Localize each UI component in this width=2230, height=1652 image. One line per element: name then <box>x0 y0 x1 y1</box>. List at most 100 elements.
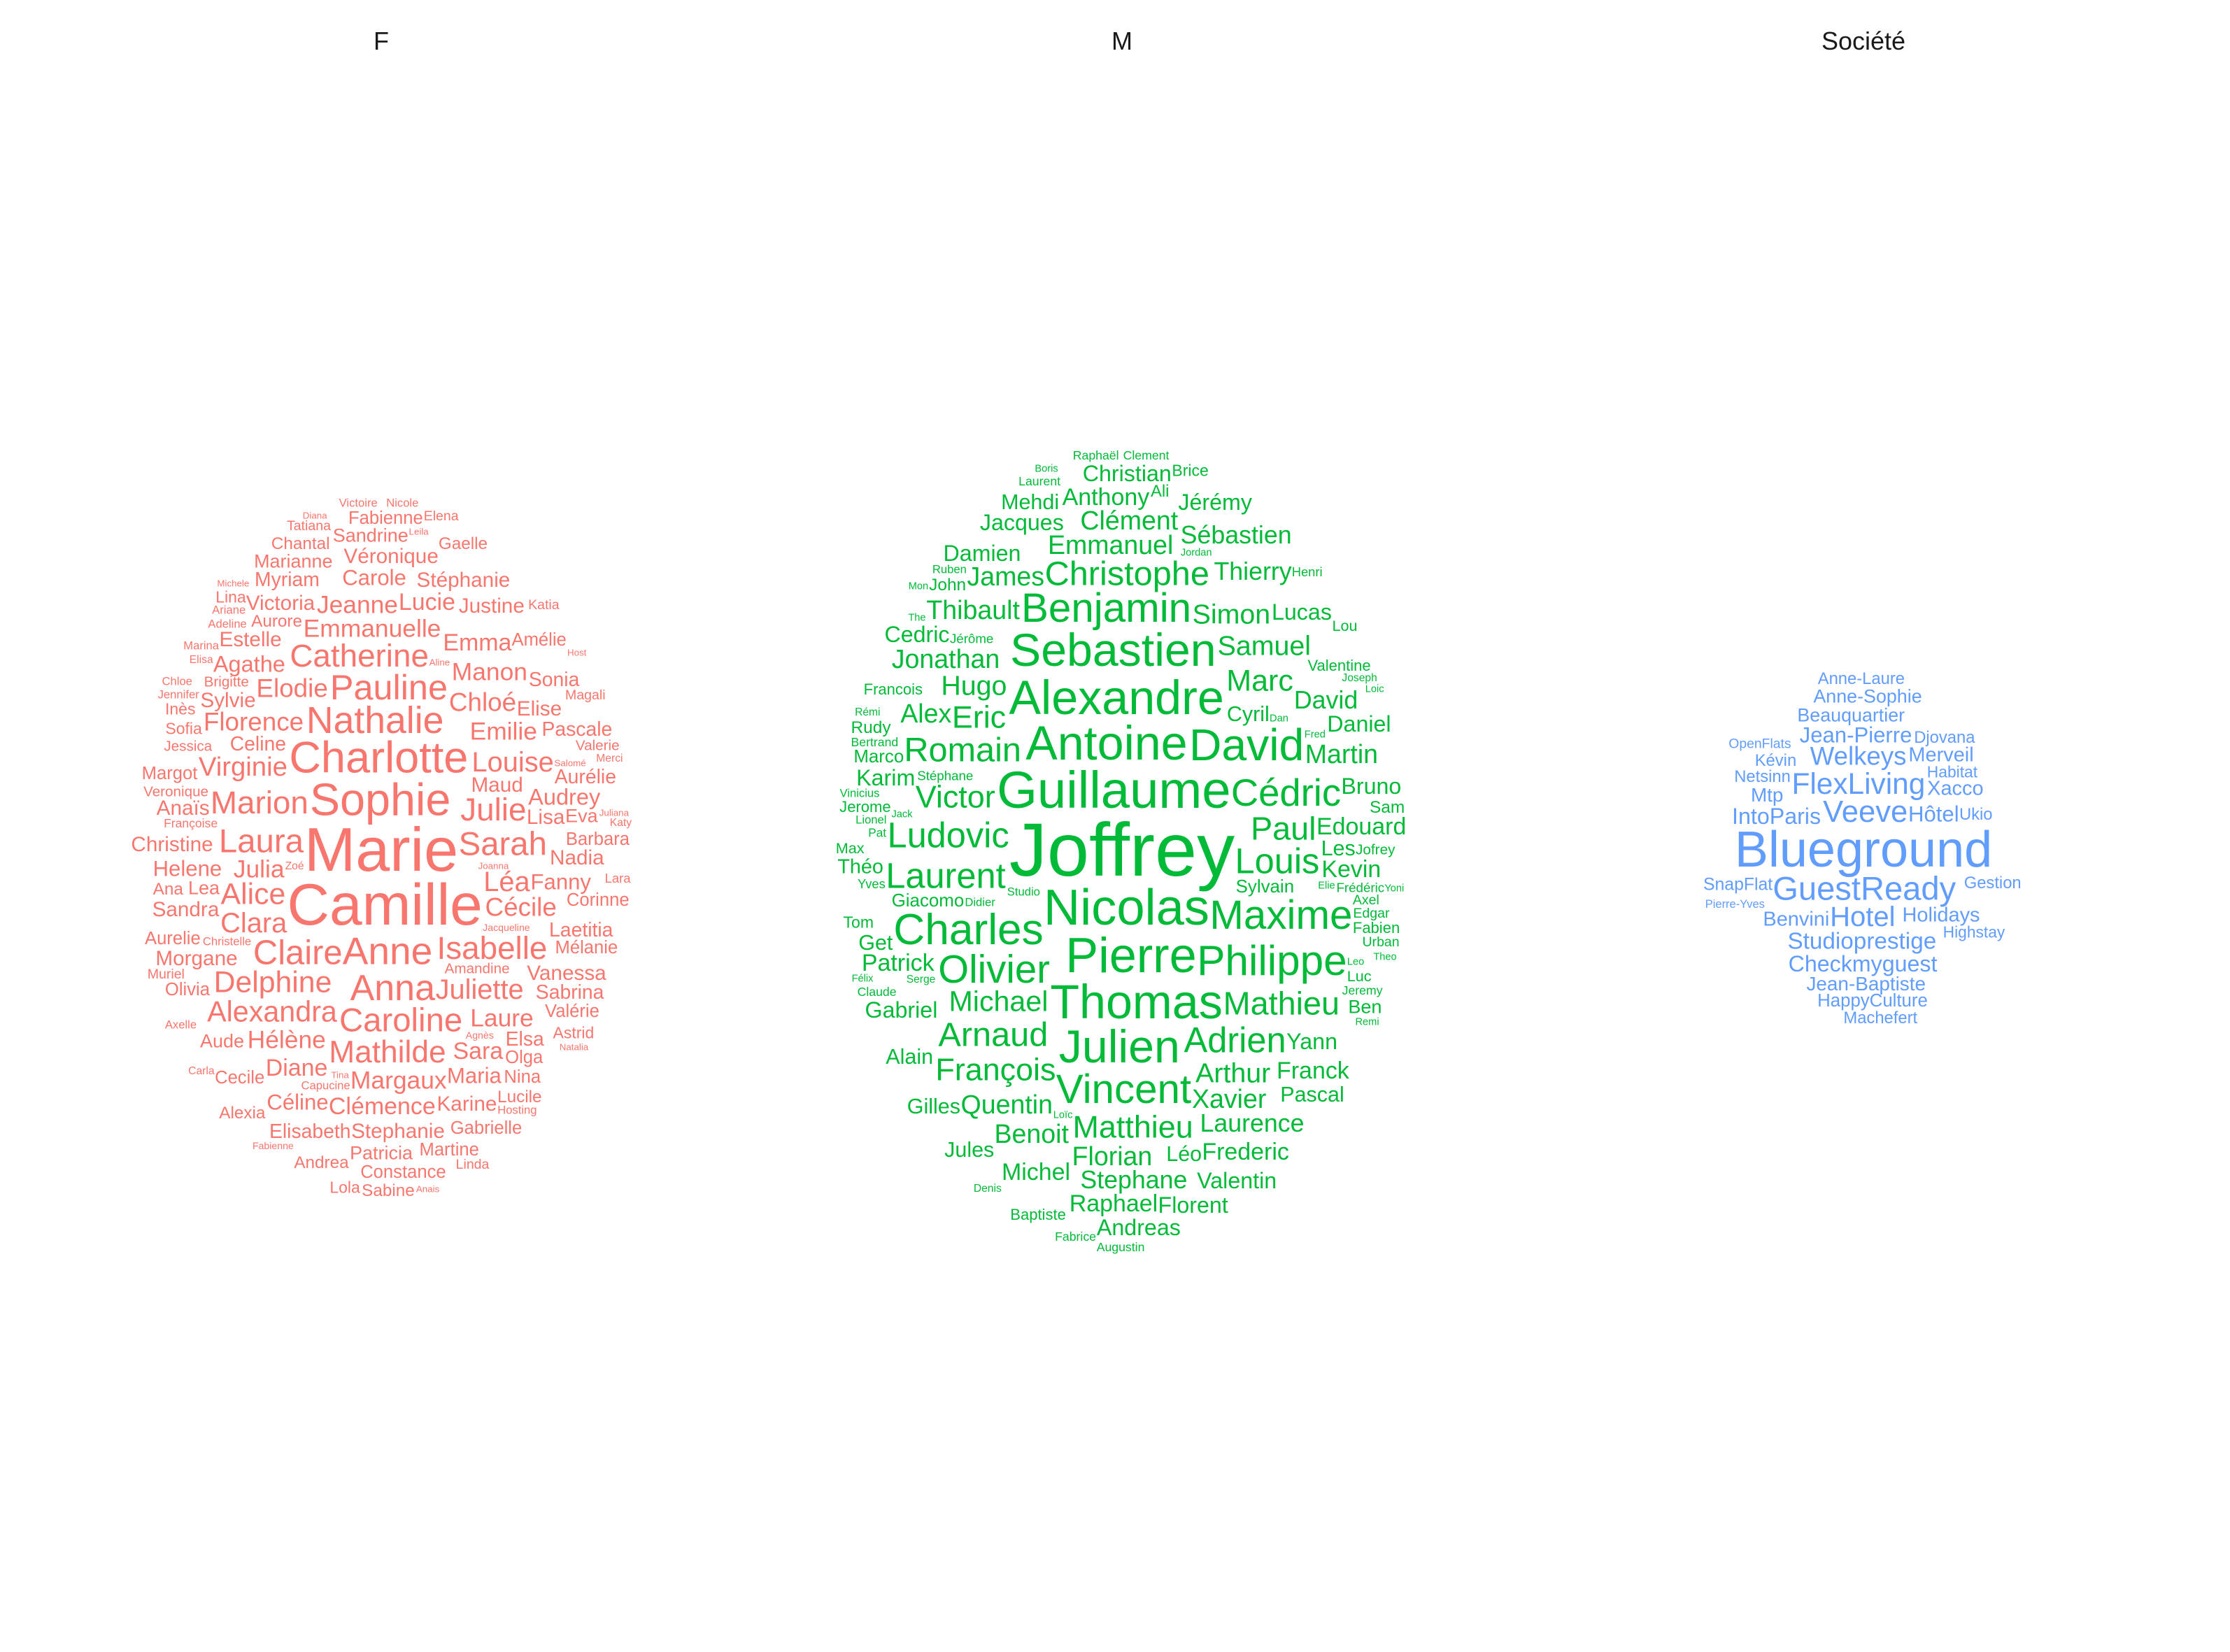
word-fran-ois: François <box>935 1051 1056 1088</box>
word-get: Get <box>858 930 893 955</box>
word-elodie: Elodie <box>256 674 328 703</box>
word-theo: Theo <box>1373 951 1397 963</box>
word-sara: Sara <box>453 1038 504 1065</box>
word-audrey: Audrey <box>528 784 601 810</box>
word-david: David <box>1188 719 1305 770</box>
word-axel: Axel <box>1352 892 1379 909</box>
word-jean-pierre: Jean-Pierre <box>1799 722 1912 748</box>
word-s-bastien: Sébastien <box>1180 521 1292 550</box>
word-gilles: Gilles <box>907 1094 960 1118</box>
word-marie: Marie <box>304 815 459 884</box>
word-intoparis: IntoParis <box>1732 803 1821 829</box>
word-andrea: Andrea <box>294 1153 349 1173</box>
word-louise: Louise <box>471 746 554 778</box>
word-jacqueline: Jacqueline <box>483 922 530 934</box>
word-nathalie: Nathalie <box>306 699 444 741</box>
word-laetitia: Laetitia <box>549 918 613 941</box>
word-in-s: Inès <box>164 699 196 718</box>
word-bruno: Bruno <box>1341 773 1402 799</box>
word-sabrina: Sabrina <box>535 981 604 1004</box>
word-anthony: Anthony <box>1062 484 1150 511</box>
word-mathieu: Mathieu <box>1223 985 1340 1022</box>
word-margot: Margot <box>141 764 198 784</box>
word-anne: Anne <box>342 929 433 973</box>
word-nadia: Nadia <box>549 846 604 869</box>
word-veronique: Veronique <box>143 783 209 800</box>
word-aurore: Aurore <box>251 612 303 632</box>
word-habitat: Habitat <box>1926 762 1978 781</box>
word-joanna: Joanna <box>478 860 509 871</box>
word-patrick: Patrick <box>861 949 935 976</box>
word-frederic: Frederic <box>1202 1139 1289 1166</box>
word-snapflat: SnapFlat <box>1703 875 1773 895</box>
word-florent: Florent <box>1158 1192 1228 1218</box>
word-morgane: Morgane <box>155 947 238 971</box>
word-j-r-me: Jérôme <box>949 631 994 646</box>
word-loic: Loic <box>1365 683 1384 695</box>
word-laurence: Laurence <box>1200 1109 1305 1138</box>
word-emmanuelle: Emmanuelle <box>303 613 441 642</box>
word-michael: Michael <box>949 985 1049 1018</box>
word-quentin: Quentin <box>960 1089 1053 1119</box>
word-jonathan: Jonathan <box>891 644 1000 674</box>
word-daniel: Daniel <box>1327 711 1391 737</box>
word-florian: Florian <box>1072 1141 1153 1171</box>
word-fanny: Fanny <box>530 869 591 895</box>
word-holidays: Holidays <box>1902 904 1980 927</box>
word-florence: Florence <box>203 707 304 736</box>
word-happyculture: HappyCulture <box>1817 990 1928 1011</box>
word-delphine: Delphine <box>213 966 332 1000</box>
word-edgar: Edgar <box>1353 906 1390 922</box>
word-sophie: Sophie <box>309 774 451 826</box>
word-pascale: Pascale <box>541 718 613 741</box>
word-studioprestige: Studioprestige <box>1787 928 1937 955</box>
word-ludovic: Ludovic <box>887 816 1009 856</box>
word-c-cile: Cécile <box>485 892 557 922</box>
word-mon: Mon <box>908 581 929 592</box>
word-corinne: Corinne <box>566 890 630 910</box>
word-jeanne: Jeanne <box>316 590 398 619</box>
word-claire: Claire <box>253 934 343 972</box>
word-arthur: Arthur <box>1195 1057 1271 1088</box>
word-martin: Martin <box>1305 739 1379 769</box>
word-karine: Karine <box>436 1092 497 1116</box>
word-cecile: Cecile <box>215 1068 265 1088</box>
word-stephanie: Stephanie <box>351 1119 445 1143</box>
word-anais: Anais <box>416 1183 440 1195</box>
word-edouard: Edouard <box>1316 813 1407 840</box>
word-chantal: Chantal <box>271 534 330 553</box>
word-k-vin: Kévin <box>1754 751 1797 771</box>
word-ana: Ana <box>152 879 183 899</box>
word-victoire: Victoire <box>339 496 378 510</box>
word-clement: Clement <box>1123 448 1170 462</box>
word-celine: Celine <box>229 732 286 755</box>
word-netsinn: Netsinn <box>1734 767 1791 787</box>
word-pierre-yves: Pierre-Yves <box>1705 897 1765 911</box>
word-julien: Julien <box>1058 1020 1180 1073</box>
word-val-rie: Valérie <box>545 1002 599 1022</box>
word-sylvain: Sylvain <box>1235 876 1295 897</box>
word-julia: Julia <box>233 855 285 883</box>
word-h-tel: Hôtel <box>1908 802 1959 827</box>
word-marc: Marc <box>1226 664 1293 698</box>
word-jofrey: Jofrey <box>1355 841 1395 858</box>
word-fabienne: Fabienne <box>348 508 423 529</box>
word-romain: Romain <box>904 731 1021 769</box>
word-benoit: Benoit <box>994 1119 1069 1149</box>
word-chlo-: Chloé <box>448 688 517 717</box>
word-elie: Elie <box>1318 880 1335 892</box>
word-capucine: Capucine <box>301 1078 350 1092</box>
word-c-dric: Cédric <box>1230 771 1342 814</box>
word-gestion: Gestion <box>1963 873 2022 892</box>
word-natalia: Natalia <box>559 1041 589 1052</box>
word-am-lie: Amélie <box>511 629 567 650</box>
word-mtp: Mtp <box>1750 783 1784 806</box>
word-philippe: Philippe <box>1197 937 1347 985</box>
word-arnaud: Arnaud <box>938 1016 1049 1054</box>
word-valentin: Valentin <box>1197 1168 1277 1194</box>
word-ben: Ben <box>1348 995 1382 1018</box>
word-serge: Serge <box>906 974 936 986</box>
word-dan: Dan <box>1270 713 1288 725</box>
word-francois: Francois <box>863 680 923 698</box>
word-fred: Fred <box>1304 729 1326 741</box>
